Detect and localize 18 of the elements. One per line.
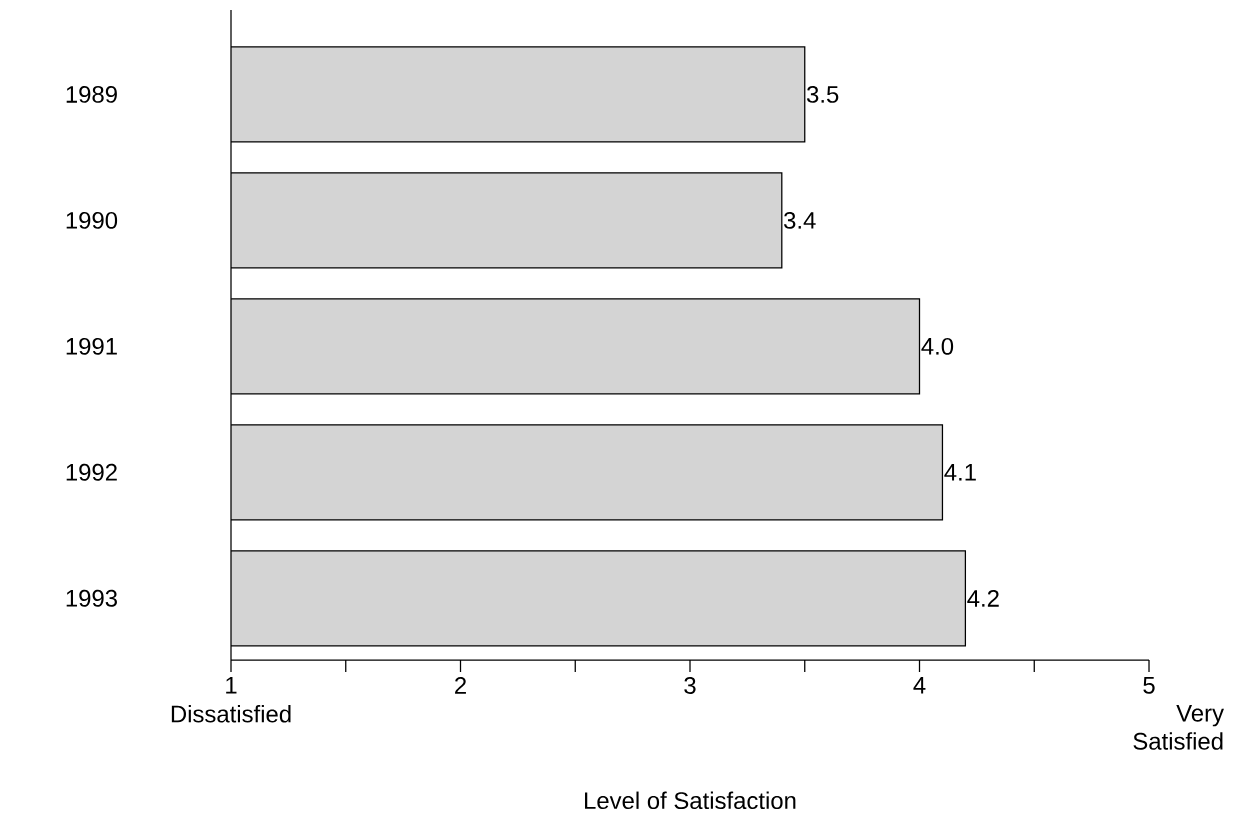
x-tick-label: 4 bbox=[913, 676, 926, 694]
y-tick-label: 1992 bbox=[66, 463, 117, 481]
data-label: 4.2 bbox=[967, 589, 999, 607]
y-tick-label: 1991 bbox=[66, 337, 117, 355]
y-tick-label: 1989 bbox=[66, 85, 117, 103]
x-tick-label: 2 bbox=[455, 676, 466, 694]
x-tick-label: 3 bbox=[684, 676, 696, 694]
data-label: 4.0 bbox=[921, 337, 954, 355]
y-tick-label: 1993 bbox=[66, 589, 117, 607]
x-tick-label: 1 bbox=[226, 676, 237, 694]
data-label: 4.1 bbox=[944, 464, 976, 481]
y-tick-label: 1990 bbox=[66, 211, 118, 229]
text: Dissatisfied bbox=[171, 704, 291, 723]
x-tick-label: 5 bbox=[1143, 676, 1155, 694]
data-label: 3.4 bbox=[784, 211, 816, 229]
data-label: 3.5 bbox=[806, 85, 839, 103]
text: Very Satisfied bbox=[1133, 704, 1224, 750]
x-axis-title: Level of Satisfaction bbox=[585, 791, 796, 810]
